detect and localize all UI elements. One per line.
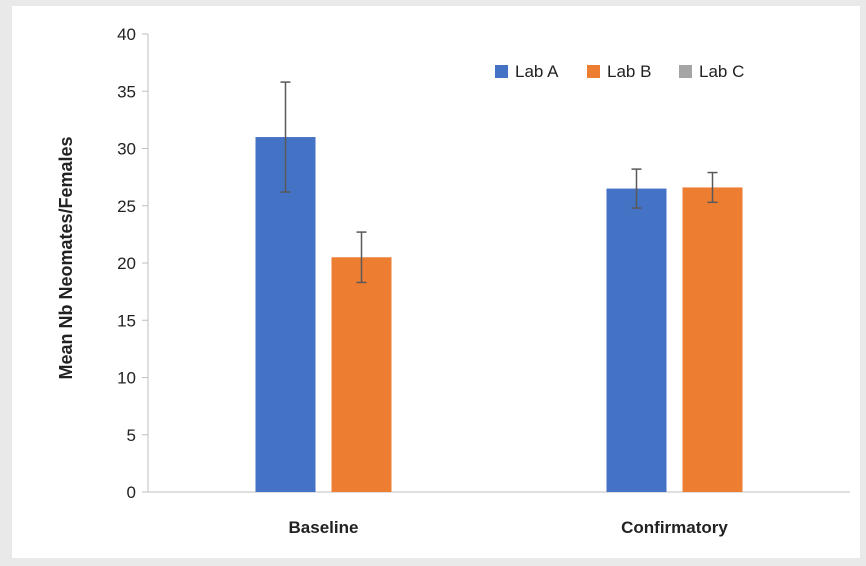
- x-category-label: Confirmatory: [621, 518, 728, 537]
- legend-label-lab-b: Lab B: [607, 62, 651, 81]
- bar-chart: 0 5 10 15 20 25 30 35 40 Baseline Confirmatory Mea…: [56, 25, 850, 537]
- y-tick-label: 25: [117, 197, 136, 216]
- axis-labels: Mean Nb Neomates/Females: [56, 136, 76, 379]
- y-tick-label: 0: [127, 483, 136, 502]
- y-tick-label: 5: [127, 426, 136, 445]
- bar-lab-a-confirmatory: [606, 188, 667, 492]
- legend-label-lab-c: Lab C: [699, 62, 744, 81]
- bars: [255, 137, 743, 493]
- bar-lab-b-confirmatory: [682, 187, 743, 492]
- error-bars: [280, 81, 718, 284]
- legend: Lab A Lab B Lab C: [495, 62, 744, 81]
- chart-frame: 0 5 10 15 20 25 30 35 40 Baseline Confirmatory Mea…: [12, 6, 860, 558]
- x-category-label: Baseline: [289, 518, 359, 537]
- legend-label-lab-a: Lab A: [515, 62, 559, 81]
- bar-lab-a-baseline: [255, 137, 316, 493]
- legend-swatch-lab-c: [679, 65, 692, 78]
- y-tick-label: 35: [117, 82, 136, 101]
- legend-swatch-lab-b: [587, 65, 600, 78]
- y-tick-label: 20: [117, 254, 136, 273]
- axes: 0 5 10 15 20 25 30 35 40 Baseline Confirmatory: [117, 25, 850, 537]
- y-tick-label: 30: [117, 140, 136, 159]
- y-axis-label: Mean Nb Neomates/Females: [56, 136, 76, 379]
- y-tick-label: 15: [117, 311, 136, 330]
- bar-lab-b-baseline: [331, 257, 392, 492]
- legend-swatch-lab-a: [495, 65, 508, 78]
- y-tick-label: 40: [117, 25, 136, 44]
- y-tick-label: 10: [117, 369, 136, 388]
